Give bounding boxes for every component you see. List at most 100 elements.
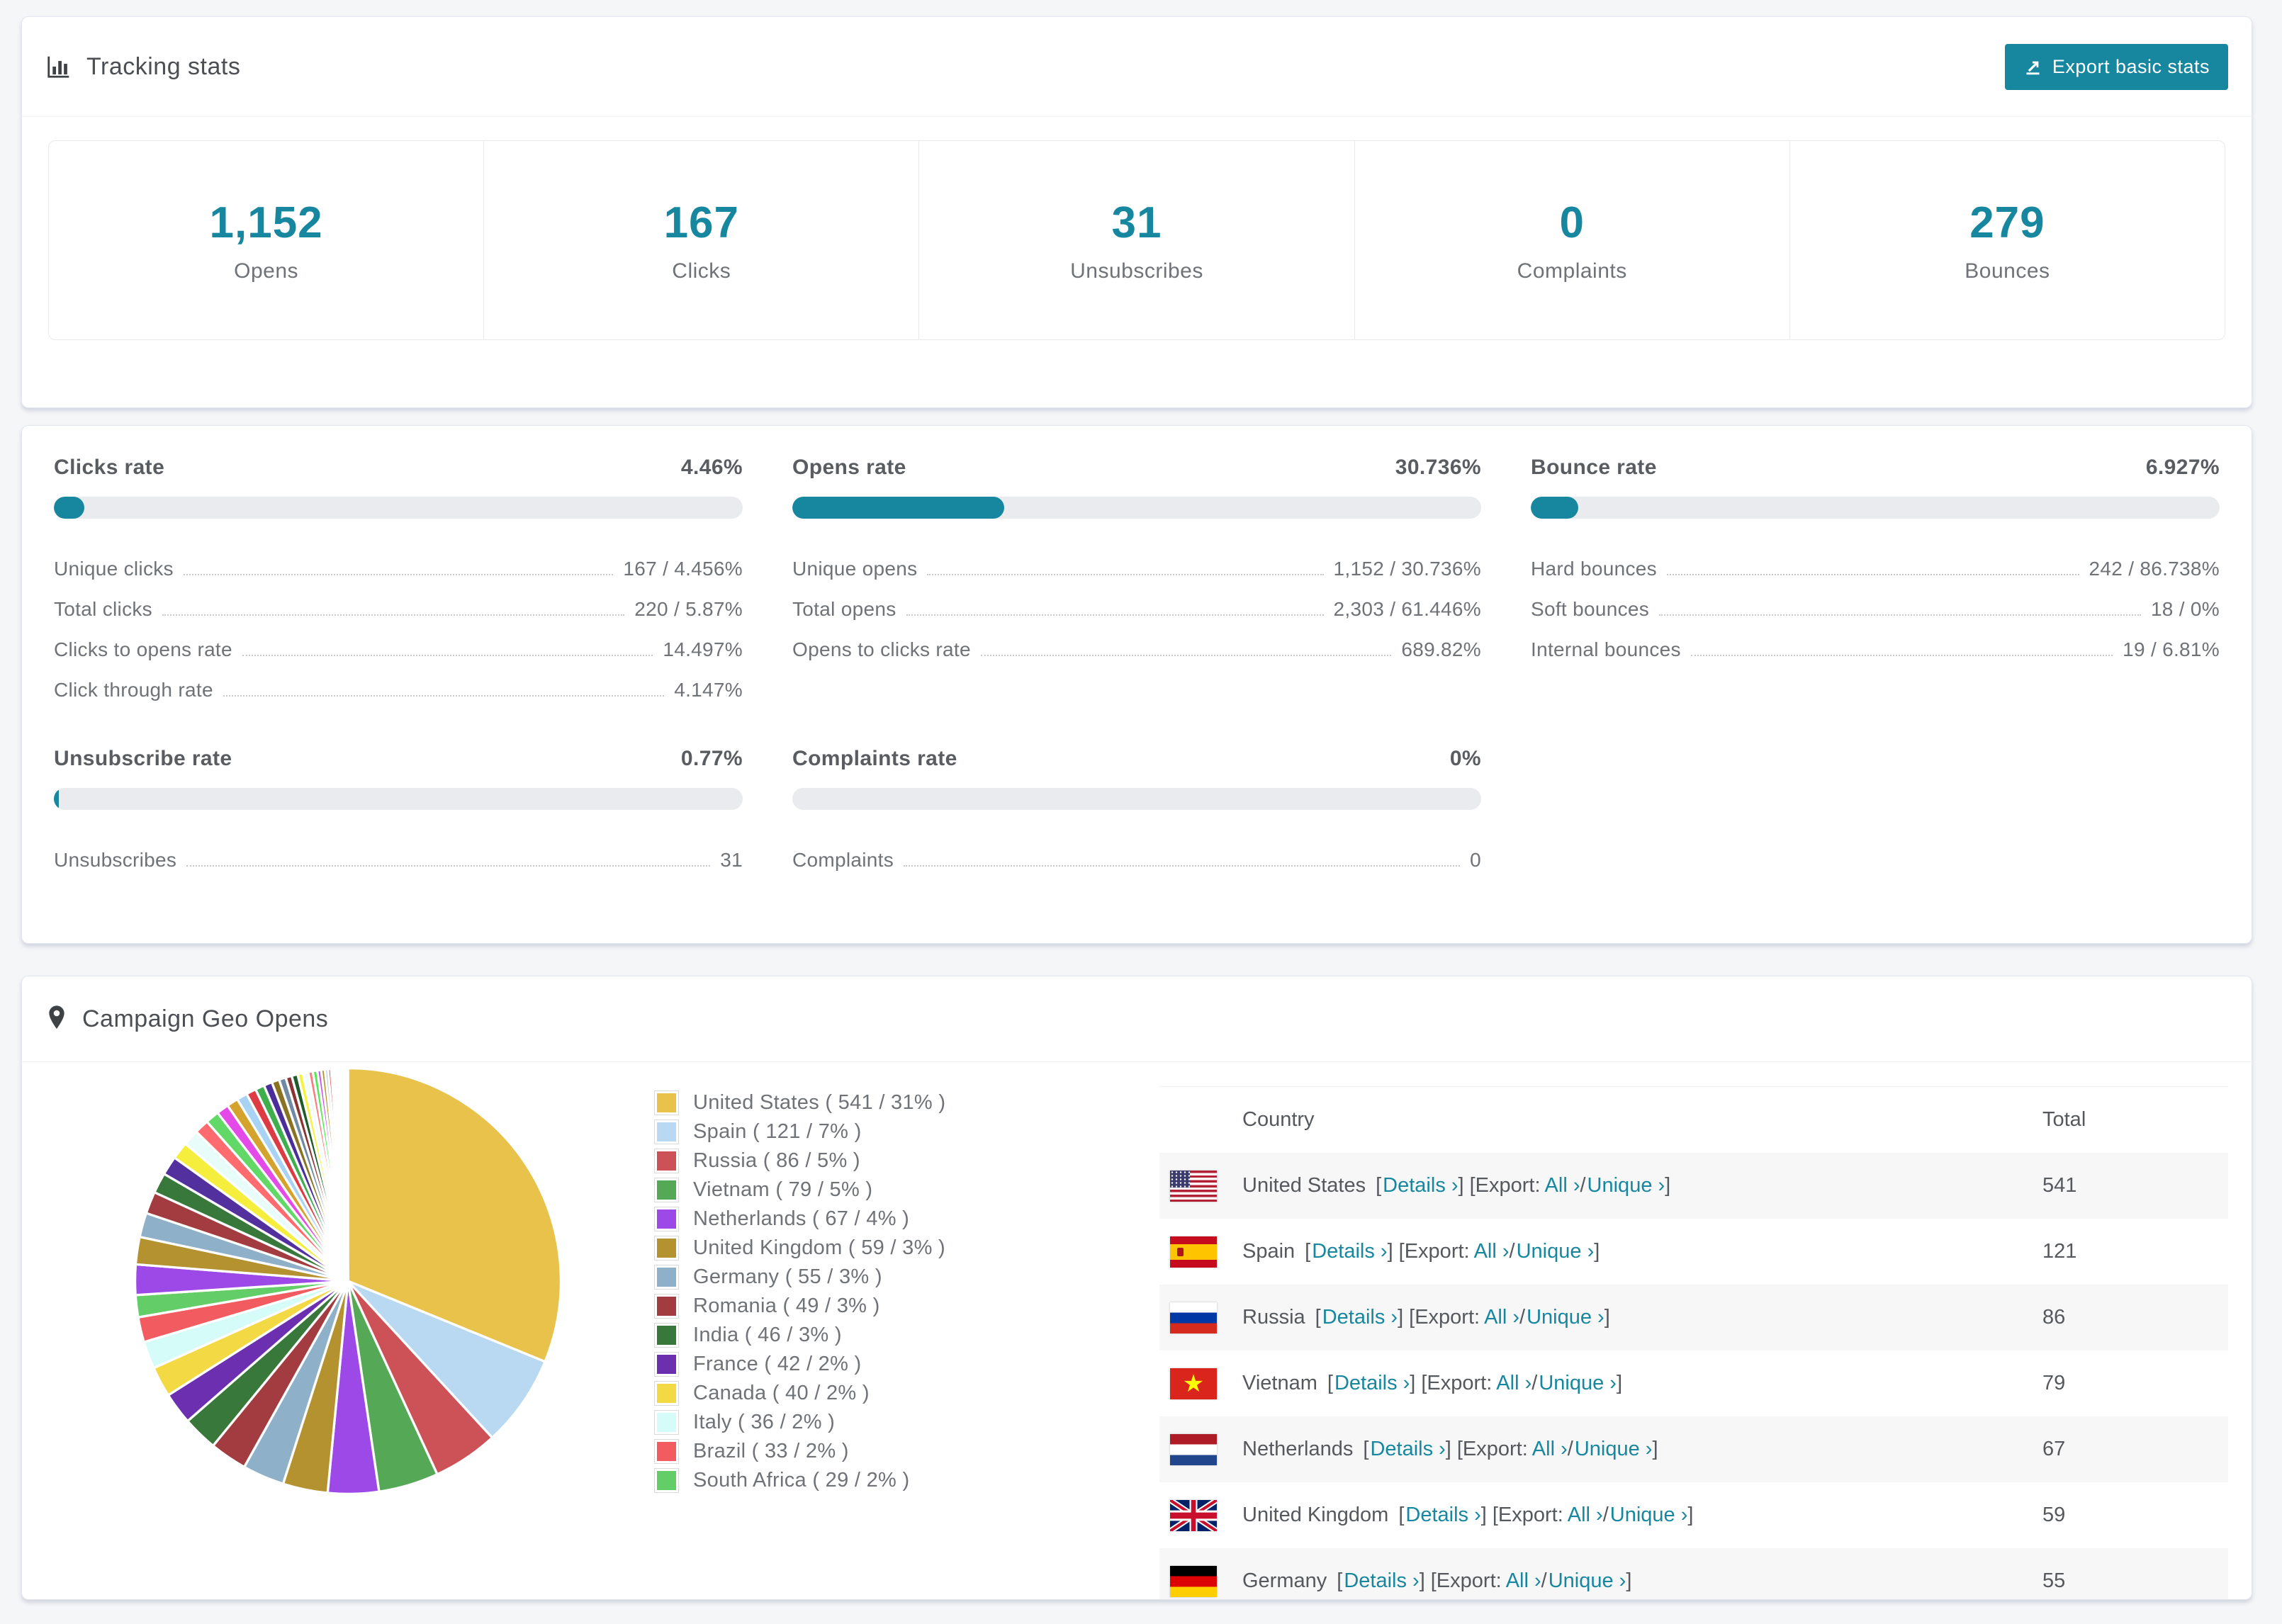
rate-block-clicks-rate: Clicks rate 4.46% Unique clicks 167 / 4.… bbox=[54, 456, 743, 701]
legend-item: Brazil ( 33 / 2% ) bbox=[654, 1437, 945, 1466]
country-cell: Germany [Details ›] [Export: All › / Uniq… bbox=[1159, 1565, 2042, 1597]
table-header-row: Country Total bbox=[1159, 1087, 2228, 1153]
details-link[interactable]: Details › bbox=[1334, 1372, 1410, 1394]
gb-flag-icon bbox=[1170, 1499, 1217, 1531]
rate-title: Opens rate bbox=[792, 456, 906, 479]
stat-box-unsubscribes: 31 Unsubscribes bbox=[919, 141, 1355, 339]
legend-label: Romania ( 49 / 3% ) bbox=[693, 1295, 880, 1317]
geo-country-table: Country Total United States [Details ›] … bbox=[1159, 1086, 2228, 1599]
country-name: United States bbox=[1242, 1174, 1366, 1197]
details-link[interactable]: Details › bbox=[1312, 1240, 1388, 1263]
legend-swatch bbox=[657, 1355, 676, 1374]
stat-label: Clicks bbox=[672, 259, 731, 283]
rate-progress-fill bbox=[54, 497, 85, 519]
rate-metric-row: Clicks to opens rate 14.497% bbox=[54, 621, 743, 661]
country-column-header: Country bbox=[1242, 1108, 1315, 1131]
legend-label: India ( 46 / 3% ) bbox=[693, 1324, 842, 1346]
rate-metric-label: Internal bounces bbox=[1531, 638, 1681, 660]
table-row: Netherlands [Details ›] [Export: All › / … bbox=[1159, 1416, 2228, 1482]
details-link[interactable]: Details › bbox=[1322, 1306, 1398, 1329]
export-all-link[interactable]: All › bbox=[1531, 1438, 1568, 1460]
campaign-geo-opens-card: Campaign Geo Opens United States ( 541 /… bbox=[21, 976, 2252, 1600]
total-cell: 55 bbox=[2042, 1569, 2066, 1592]
country-cell: Netherlands [Details ›] [Export: All › / … bbox=[1159, 1433, 2042, 1465]
rate-block-complaints-rate: Complaints rate 0% Complaints 0 bbox=[792, 747, 1481, 872]
pie-slice[interactable] bbox=[347, 1066, 563, 1363]
ru-flag-icon bbox=[1170, 1302, 1217, 1333]
rate-metric-label: Clicks to opens rate bbox=[54, 638, 232, 660]
bar-chart-icon bbox=[47, 56, 69, 78]
tracking-stats-card: Tracking stats Export basic stats 1,152 … bbox=[21, 16, 2252, 408]
export-unique-link[interactable]: Unique › bbox=[1516, 1240, 1595, 1263]
rate-metric-value: 2,303 / 61.446% bbox=[1333, 598, 1481, 620]
legend-label: United States ( 541 / 31% ) bbox=[693, 1091, 946, 1114]
export-unique-link[interactable]: Unique › bbox=[1527, 1306, 1604, 1329]
geo-opens-pie-chart bbox=[133, 1066, 563, 1496]
rate-value: 6.927% bbox=[2145, 456, 2220, 479]
legend-item: India ( 46 / 3% ) bbox=[654, 1321, 945, 1350]
rate-metric-label: Total opens bbox=[792, 598, 896, 620]
country-name: Vietnam bbox=[1242, 1372, 1317, 1394]
details-link[interactable]: Details › bbox=[1370, 1438, 1446, 1460]
details-link[interactable]: Details › bbox=[1383, 1174, 1458, 1197]
dotted-leader bbox=[904, 865, 1461, 867]
legend-swatch bbox=[657, 1151, 676, 1171]
rate-metric-row: Opens to clicks rate 689.82% bbox=[792, 621, 1481, 661]
rate-metric-row: Total clicks 220 / 5.87% bbox=[54, 580, 743, 621]
export-all-link[interactable]: All › bbox=[1567, 1504, 1603, 1526]
export-basic-stats-button[interactable]: Export basic stats bbox=[2004, 43, 2228, 90]
legend-item: Spain ( 121 / 7% ) bbox=[654, 1117, 945, 1146]
legend-label: Brazil ( 33 / 2% ) bbox=[693, 1440, 849, 1462]
pie-legend: United States ( 541 / 31% ) Spain ( 121 … bbox=[654, 1088, 945, 1495]
details-link[interactable]: Details › bbox=[1344, 1569, 1420, 1592]
export-label: [Export: bbox=[1469, 1174, 1541, 1197]
tracking-stats-title: Tracking stats bbox=[45, 53, 240, 81]
export-unique-link[interactable]: Unique › bbox=[1548, 1569, 1626, 1592]
export-all-link[interactable]: All › bbox=[1496, 1372, 1532, 1394]
rate-progress-bar bbox=[792, 788, 1481, 810]
legend-swatch bbox=[657, 1297, 676, 1316]
details-link[interactable]: Details › bbox=[1405, 1504, 1481, 1526]
export-unique-link[interactable]: Unique › bbox=[1539, 1372, 1617, 1394]
legend-label: Russia ( 86 / 5% ) bbox=[693, 1149, 860, 1172]
export-label: [Export: bbox=[1398, 1240, 1470, 1263]
page-title: Tracking stats bbox=[86, 52, 241, 80]
export-label: [Export: bbox=[1409, 1306, 1480, 1329]
country-name: Spain bbox=[1242, 1240, 1295, 1263]
stat-value: 279 bbox=[1969, 198, 2045, 247]
legend-label: France ( 42 / 2% ) bbox=[693, 1353, 862, 1375]
pie-slice[interactable] bbox=[346, 1066, 349, 1282]
legend-label: South Africa ( 29 / 2% ) bbox=[693, 1469, 910, 1492]
stat-value: 1,152 bbox=[209, 198, 323, 247]
rate-progress-bar bbox=[54, 497, 743, 519]
export-all-link[interactable]: All › bbox=[1505, 1569, 1541, 1592]
rate-progress-bar bbox=[54, 788, 743, 810]
rate-metric-row: Soft bounces 18 / 0% bbox=[1531, 580, 2220, 621]
rate-metric-value: 689.82% bbox=[1401, 638, 1481, 660]
nl-flag-icon bbox=[1170, 1433, 1217, 1465]
export-unique-link[interactable]: Unique › bbox=[1587, 1174, 1665, 1197]
dotted-leader bbox=[183, 574, 614, 575]
rate-metric-label: Unique clicks bbox=[54, 558, 174, 580]
dotted-leader bbox=[223, 695, 665, 697]
table-row: ★ Vietnam [Details ›] [Export: All › / Un… bbox=[1159, 1350, 2228, 1416]
stat-value: 167 bbox=[663, 198, 740, 247]
dotted-leader bbox=[927, 574, 1324, 575]
export-unique-link[interactable]: Unique › bbox=[1609, 1504, 1688, 1526]
table-row: Russia [Details ›] [Export: All › / Uniqu… bbox=[1159, 1285, 2228, 1350]
pie-slice[interactable] bbox=[347, 1280, 547, 1440]
legend-label: Vietnam ( 79 / 5% ) bbox=[693, 1178, 873, 1201]
es-flag-icon bbox=[1170, 1236, 1217, 1268]
legend-label: Italy ( 36 / 2% ) bbox=[693, 1411, 836, 1433]
export-all-link[interactable]: All › bbox=[1484, 1306, 1520, 1329]
export-all-link[interactable]: All › bbox=[1473, 1240, 1510, 1263]
legend-swatch bbox=[657, 1471, 676, 1490]
legend-label: United Kingdom ( 59 / 3% ) bbox=[693, 1236, 945, 1259]
total-cell: 541 bbox=[2042, 1174, 2077, 1197]
dotted-leader bbox=[1659, 614, 2141, 616]
export-all-link[interactable]: All › bbox=[1544, 1174, 1580, 1197]
rate-metric-label: Unsubscribes bbox=[54, 849, 177, 871]
stat-label: Bounces bbox=[1965, 259, 2050, 283]
rate-metric-value: 4.147% bbox=[674, 679, 743, 701]
export-unique-link[interactable]: Unique › bbox=[1574, 1438, 1653, 1460]
